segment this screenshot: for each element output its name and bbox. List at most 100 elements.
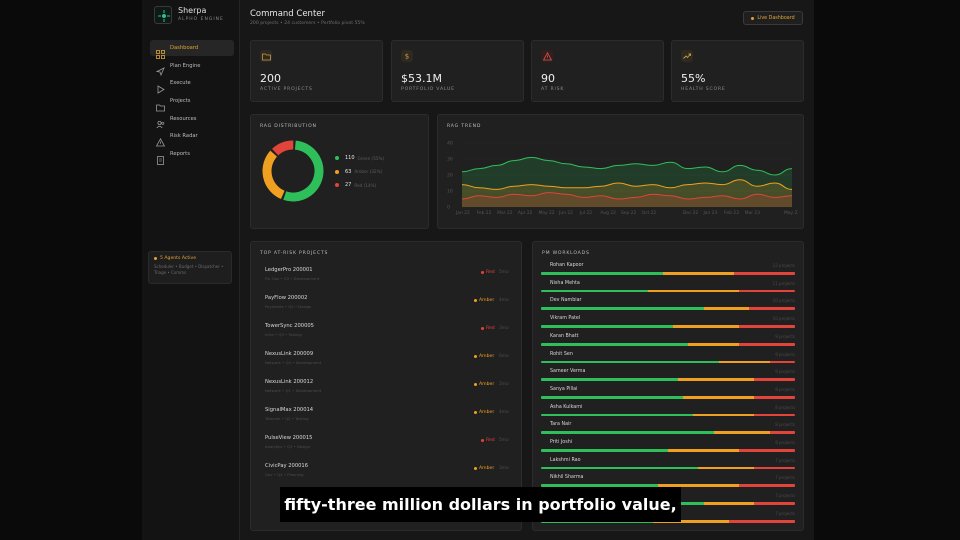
risk-project-row[interactable]: LedgerPro 200001 Fin Ops • Q3 • Developm… [260,263,514,285]
legend-dot-icon [335,183,339,187]
x-tick-label: Sep 22 [621,210,636,216]
workload-amber-segment [688,342,740,346]
agents-text: Scheduler • Budget • Dispatcher • Triage… [154,264,224,275]
x-tick-label: Aug 22 [600,210,616,216]
workload-red-segment [754,502,795,505]
risk-project-row[interactable]: NexusLink 200012 Network • Q1 • Developm… [260,375,514,397]
risk-project-extra: 4mo [499,298,509,303]
risk-project-meta: Gov • Q4 • Planning [265,472,304,477]
pm-workload-row[interactable]: Karan Bhatt 9 projects [541,334,795,349]
sidebar: Sherpa ALPHO ENGINE Dashboard Plan Engine… [142,0,240,540]
pm-name: Dev Nambiar [550,298,582,304]
workload-amber-segment [673,325,740,328]
document-icon [156,150,165,165]
pm-workload-row[interactable]: Nisha Mehta 11 projects [541,281,795,296]
risk-project-extra: 6mo [499,354,509,359]
status-dot-icon [474,355,477,358]
series-area-2 [462,192,792,207]
pm-workload-row[interactable]: Nikhil Sharma 7 projects [541,475,795,490]
pm-workload-row[interactable]: Tara Nair 8 projects [541,422,795,437]
status-badge-label: Red [486,270,495,275]
pm-workload-row[interactable]: Asha Kulkarni 8 projects [541,405,795,420]
workload-amber-segment [713,431,770,435]
workload-amber-segment [678,378,755,381]
workload-red-segment [754,395,795,399]
series-line-1[interactable] [461,179,793,190]
pm-project-count: 8 projects [775,422,795,428]
risk-project-row[interactable]: PulseView 200015 Analytics • Q3 • Design… [260,431,514,453]
legend-item: 63 Amber (32%) [335,168,384,176]
stat-card-health-score[interactable]: 55% HEALTH SCORE [671,40,804,102]
pm-name: Rohit Sen [550,351,573,357]
brand[interactable]: Sherpa ALPHO ENGINE [154,6,234,26]
risk-project-name: PulseView 200015 [265,435,313,441]
pm-project-count: 8 projects [775,386,795,392]
pm-workload-row[interactable]: Sanya Pillai 8 projects [541,387,795,402]
status-dot-icon [474,299,477,302]
pm-workload-bar [541,342,795,346]
workload-amber-segment [703,307,750,311]
risk-project-extra: 2mo [499,382,509,387]
legend-item: 110 Green (55%) [335,154,384,162]
x-tick-label: Dec 22 [683,210,699,216]
workload-green-segment [541,342,689,346]
risk-project-row[interactable]: PayFlow 200002 Payments • Q2 • Design Am… [260,291,514,313]
workload-amber-segment [703,502,755,505]
pm-workload-row[interactable]: Lakshmi Rao 7 projects [541,458,795,473]
pm-workload-row[interactable]: Sameer Verma 9 projects [541,369,795,384]
series-line-2[interactable] [461,192,793,200]
status-badge: Amber [474,298,494,303]
status-badge-label: Amber [479,354,495,359]
status-badge: Amber [474,466,494,471]
risk-project-row[interactable]: SignalMax 200014 Telecom • Q2 • Testing … [260,403,514,425]
workload-red-segment [754,413,795,417]
donut-slice-green[interactable] [283,140,324,202]
agents-status-card[interactable]: 5 Agents Active Scheduler • Budget • Dis… [148,251,232,284]
risk-project-meta: Infra • Q3 • Testing [265,332,302,337]
sidebar-item-dashboard[interactable]: Dashboard [150,40,234,59]
pm-workload-row[interactable]: Dev Nambiar 10 projects [541,298,795,313]
folder-icon [156,97,165,111]
legend-count: 63 [345,168,352,175]
x-tick-label: Mar 23 [745,210,760,216]
pm-workload-row[interactable]: Vikram Patel 10 projects [541,316,795,331]
risk-project-meta: Fin Ops • Q3 • Development [265,276,320,281]
pm-name: Asha Kulkarni [550,404,583,410]
status-badge: Amber [474,382,494,387]
pm-workload-bar [541,431,795,435]
sidebar-item-projects[interactable]: Projects [150,93,234,111]
risk-project-row[interactable]: NexusLink 200009 Network • Q4 • Developm… [260,347,514,369]
pm-workload-row[interactable]: Priti Joshi 8 projects [541,440,795,455]
stat-card-portfolio-value[interactable]: $ $53.1M PORTFOLIO VALUE [391,40,524,102]
sidebar-item-execute[interactable]: Execute [150,75,234,94]
pm-name: Tara Nair [550,422,572,428]
donut-slice-red[interactable] [272,140,294,156]
sidebar-item-reports[interactable]: Reports [150,146,234,165]
agents-title: 5 Agents Active [154,256,226,261]
pm-workload-row[interactable]: Rohan Kapoor 12 projects [541,263,795,278]
grid-icon [156,44,165,59]
workload-green-segment [541,378,679,381]
top-at-risk-projects-title: TOP AT-RISK PROJECTS [260,251,329,256]
sidebar-item-resources[interactable]: Resources [150,111,234,129]
risk-project-row[interactable]: TowerSync 200005 Infra • Q3 • Testing Re… [260,319,514,341]
pm-workload-row[interactable]: Rohit Sen 9 projects [541,352,795,367]
series-line-0[interactable] [461,156,793,176]
donut-slice-amber[interactable] [262,150,285,200]
sidebar-item-risk-radar[interactable]: Risk Radar [150,128,234,147]
stat-card-active-projects[interactable]: 200 ACTIVE PROJECTS [250,40,383,102]
stat-card-at-risk[interactable]: 90 AT RISK [531,40,664,102]
y-tick-label: 10 [447,189,453,195]
status-badge: Amber [474,354,494,359]
workload-green-segment [541,413,694,417]
stat-value: 55% [681,72,706,85]
pm-project-count: 10 projects [772,316,795,322]
pm-project-count: 7 projects [775,510,795,516]
live-dashboard-button[interactable]: Live Dashboard [743,11,803,25]
workload-red-segment [749,307,795,311]
workload-green-segment [541,325,674,328]
status-badge: Amber [474,410,494,415]
pm-project-count: 10 projects [772,298,795,304]
sidebar-item-plan-engine[interactable]: Plan Engine [150,58,234,77]
risk-project-row[interactable]: CivicPay 200016 Gov • Q4 • Planning Ambe… [260,459,514,481]
